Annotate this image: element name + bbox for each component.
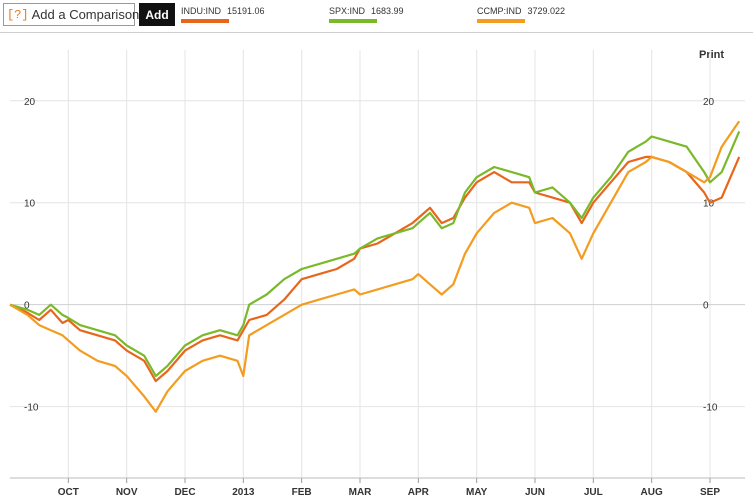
legend-symbol: SPX:IND	[329, 6, 366, 16]
x-tick-label: AUG	[641, 487, 663, 498]
toolbar: [?] Add a Comparison Add INDU:IND 15191.0…	[0, 0, 753, 33]
legend-entry-spx: SPX:IND 1683.99	[329, 6, 404, 16]
legend-value: 1683.99	[371, 6, 404, 16]
print-link[interactable]: Print	[699, 49, 725, 61]
series-line-indu-ind	[9, 155, 741, 383]
series-line-ccmp-ind	[9, 120, 741, 413]
x-tick-label: MAY	[466, 487, 488, 498]
x-tick-label: OCT	[58, 487, 79, 498]
legend-value: 15191.06	[227, 6, 265, 16]
x-tick-label: JUL	[584, 487, 603, 498]
y-tick-label-left: 0	[24, 301, 30, 312]
add-button[interactable]: Add	[139, 3, 175, 26]
legend-symbol: CCMP:IND	[477, 6, 522, 16]
legend-value: 3729.022	[527, 6, 566, 16]
y-tick-label-left: 10	[24, 199, 36, 210]
y-tick-label-right: -10	[703, 403, 718, 414]
add-comparison-field[interactable]: [?] Add a Comparison	[3, 3, 139, 26]
x-tick-label: JUN	[525, 487, 545, 498]
x-tick-label: APR	[408, 487, 430, 498]
x-tick-label: SEP	[700, 487, 720, 498]
legend-entry-indu: INDU:IND 15191.06	[181, 6, 265, 16]
x-tick-label: MAR	[349, 487, 373, 498]
y-tick-label-right: 0	[703, 301, 709, 312]
help-icon[interactable]: [?]	[7, 7, 29, 22]
y-tick-label-left: -10	[24, 403, 39, 414]
x-tick-label: FEB	[292, 487, 312, 498]
x-tick-label: DEC	[174, 487, 195, 498]
legend-swatch-indu	[181, 19, 229, 23]
x-tick-label: 2013	[232, 487, 255, 498]
add-comparison-label: Add a Comparison	[31, 7, 140, 22]
y-tick-label-left: 20	[24, 97, 36, 108]
y-tick-label-right: 10	[703, 199, 715, 210]
legend-entry-ccmp: CCMP:IND 3729.022	[477, 6, 565, 16]
legend-swatch-spx	[329, 19, 377, 23]
series-line-spx-ind	[9, 130, 741, 378]
legend-swatch-ccmp	[477, 19, 525, 23]
y-tick-label-right: 20	[703, 97, 715, 108]
x-tick-label: NOV	[116, 487, 138, 498]
legend-symbol: INDU:IND	[181, 6, 221, 16]
